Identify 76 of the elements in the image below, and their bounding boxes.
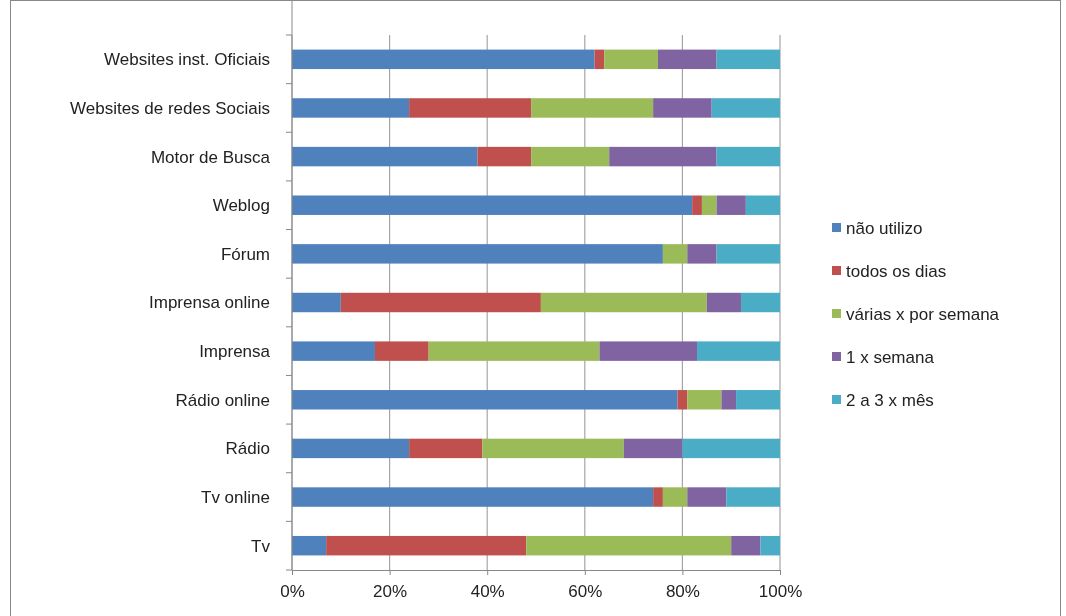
- bar: [716, 244, 780, 264]
- bar: [531, 98, 654, 118]
- bar: [721, 390, 737, 410]
- y-tick-label: Imprensa: [199, 342, 271, 362]
- bar: [604, 49, 658, 70]
- bar: [687, 390, 722, 410]
- bar: [292, 438, 410, 459]
- y-tick-label: Tv: [251, 536, 271, 556]
- bar: [677, 390, 688, 410]
- x-tick-label: 100%: [758, 581, 803, 601]
- y-tick-label: Websites de redes Sociais: [69, 98, 270, 118]
- bar: [706, 292, 741, 313]
- bar: [662, 244, 688, 264]
- bar: [682, 438, 780, 459]
- legend-label: não utilizo: [846, 218, 923, 238]
- y-tick-label: Rádio online: [175, 390, 270, 410]
- y-tick-label: Fórum: [220, 244, 270, 264]
- bar: [662, 487, 688, 507]
- bar: [726, 487, 780, 507]
- bar: [653, 98, 712, 118]
- x-tick-label: 40%: [470, 581, 505, 601]
- x-tick-label: 20%: [373, 581, 408, 601]
- bar: [482, 438, 624, 459]
- x-tick-label: 80%: [665, 581, 700, 601]
- bar: [477, 146, 532, 167]
- legend-label: várias x por semana: [846, 304, 1000, 324]
- bar: [697, 341, 780, 361]
- bar: [623, 438, 683, 459]
- bar: [692, 195, 702, 215]
- bar: [292, 49, 595, 70]
- bar: [745, 195, 780, 215]
- bar: [540, 292, 707, 313]
- bar: [531, 146, 610, 167]
- bar: [292, 487, 654, 507]
- bar: [711, 98, 780, 118]
- bar: [292, 292, 341, 313]
- bar: [740, 292, 780, 313]
- y-tick-label: Imprensa online: [149, 293, 270, 313]
- y-tick-label: Tv online: [201, 487, 270, 507]
- bar: [716, 49, 780, 70]
- bar: [374, 341, 429, 361]
- bar: [428, 341, 600, 361]
- bar: [526, 535, 732, 556]
- bar: [716, 195, 746, 215]
- y-tick-label: Websites inst. Oficiais: [104, 50, 270, 70]
- x-tick-label: 0%: [280, 581, 305, 601]
- bar: [599, 341, 698, 361]
- bar: [653, 487, 663, 507]
- y-tick-label: Weblog: [212, 196, 270, 216]
- bar: [292, 535, 327, 556]
- bar: [292, 341, 375, 361]
- y-tick-label: Rádio: [225, 439, 270, 459]
- bar: [760, 535, 780, 556]
- bar: [736, 390, 780, 410]
- bar: [340, 292, 541, 313]
- y-tick-label: Motor de Busca: [150, 147, 271, 167]
- bar: [409, 438, 483, 459]
- legend-label: 1 x semana: [846, 347, 935, 367]
- x-tick-label: 60%: [568, 581, 603, 601]
- bar: [701, 195, 717, 215]
- bar: [326, 535, 527, 556]
- bar: [292, 146, 478, 167]
- bar: [658, 49, 717, 70]
- legend-label: 2 a 3 x mês: [846, 390, 934, 410]
- bar: [594, 49, 605, 70]
- bar: [731, 535, 761, 556]
- bar: [716, 146, 780, 167]
- bar: [292, 244, 663, 264]
- bar: [409, 98, 532, 118]
- bar: [292, 195, 693, 215]
- legend-label: todos os dias: [846, 261, 947, 281]
- bar: [687, 487, 727, 507]
- bar: [292, 98, 410, 118]
- bar: [687, 244, 717, 264]
- bar: [292, 390, 678, 410]
- bar: [609, 146, 717, 167]
